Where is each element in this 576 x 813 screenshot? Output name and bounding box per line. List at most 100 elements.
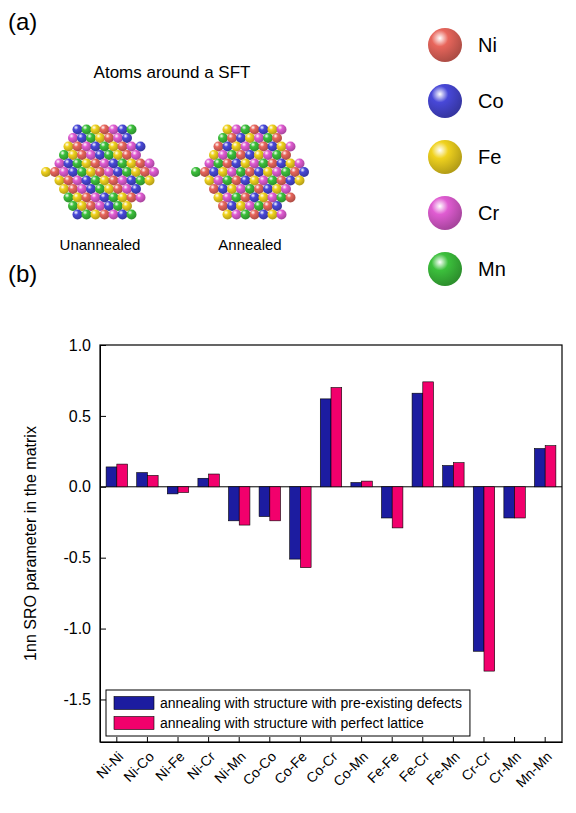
atom xyxy=(77,150,87,160)
atom xyxy=(104,133,114,143)
atom xyxy=(73,176,83,186)
atom xyxy=(86,150,96,160)
atom xyxy=(109,193,119,203)
atom xyxy=(118,176,128,186)
x-tick-label: Ni-Fe xyxy=(152,748,188,784)
x-tick-mark xyxy=(239,737,240,742)
atom xyxy=(250,159,260,169)
atom xyxy=(232,125,242,135)
atom xyxy=(295,159,305,169)
atom xyxy=(136,159,146,169)
atom xyxy=(272,184,282,194)
atom xyxy=(268,125,278,135)
atom xyxy=(286,176,296,186)
atom xyxy=(118,193,128,203)
bar xyxy=(392,487,403,528)
element-swatch xyxy=(428,196,462,230)
bar xyxy=(515,487,526,518)
atom xyxy=(122,150,132,160)
element-label: Mn xyxy=(478,258,506,280)
atom xyxy=(241,159,251,169)
atom xyxy=(82,176,92,186)
atom xyxy=(109,159,119,169)
bar xyxy=(300,487,311,568)
atom xyxy=(245,167,255,177)
bar xyxy=(504,487,515,518)
atom xyxy=(59,150,69,160)
atom xyxy=(64,159,74,169)
x-tick-mark xyxy=(178,737,179,742)
atom xyxy=(245,184,255,194)
atom xyxy=(245,150,255,160)
element-swatch xyxy=(428,252,462,286)
y-tick-label: -1.5 xyxy=(63,691,91,708)
panel-title: Atoms around a SFT xyxy=(94,63,251,82)
x-tick-mark xyxy=(116,737,117,742)
atom xyxy=(118,142,128,152)
atom xyxy=(136,142,146,152)
atom xyxy=(236,150,246,160)
atom xyxy=(91,159,101,169)
bars xyxy=(106,382,556,671)
panel-label: (a) xyxy=(8,8,37,35)
legend-swatch xyxy=(114,717,154,730)
element-swatch xyxy=(428,28,462,62)
legend-label: annealing with structure with perfect la… xyxy=(160,715,424,731)
atom xyxy=(277,159,287,169)
atom xyxy=(290,167,300,177)
bar xyxy=(351,483,362,487)
atom xyxy=(136,193,146,203)
atom xyxy=(100,176,110,186)
atom xyxy=(122,201,132,211)
atom xyxy=(205,159,215,169)
atom xyxy=(55,176,65,186)
atom xyxy=(218,150,228,160)
atom xyxy=(236,184,246,194)
atom xyxy=(205,176,215,186)
atom xyxy=(263,133,273,143)
atom xyxy=(250,193,260,203)
bar xyxy=(270,487,281,521)
atom xyxy=(277,142,287,152)
atom xyxy=(232,210,242,220)
atom xyxy=(250,125,260,135)
atom xyxy=(91,193,101,203)
y-tick-mark xyxy=(100,699,106,700)
atom xyxy=(263,167,273,177)
x-tick: Mn-Mn xyxy=(513,737,555,790)
bar xyxy=(423,382,434,487)
bar xyxy=(290,487,301,559)
y-axis-title: 1nn SRO parameter in the matrix xyxy=(22,426,39,661)
y-tick-mark xyxy=(100,416,106,417)
element-swatch xyxy=(428,84,462,118)
atom xyxy=(241,193,251,203)
element-label: Ni xyxy=(478,34,497,56)
atom xyxy=(100,159,110,169)
bar xyxy=(117,464,128,487)
atom xyxy=(73,193,83,203)
x-tick-mark xyxy=(208,737,209,742)
atom xyxy=(218,167,228,177)
bar xyxy=(443,466,454,487)
atom xyxy=(122,167,132,177)
atom xyxy=(281,184,291,194)
plot-frame xyxy=(100,345,562,742)
bar xyxy=(331,388,342,487)
atom xyxy=(277,193,287,203)
atom xyxy=(68,167,78,177)
atom xyxy=(91,210,101,220)
structure-label: Annealed xyxy=(218,236,281,253)
bar xyxy=(412,393,423,487)
bar xyxy=(178,487,189,493)
atom xyxy=(118,125,128,135)
atom xyxy=(268,142,278,152)
atom xyxy=(136,176,146,186)
atom xyxy=(241,125,251,135)
x-tick-mark xyxy=(453,737,454,742)
atom xyxy=(254,150,264,160)
atom xyxy=(281,150,291,160)
atom xyxy=(127,176,137,186)
atom xyxy=(227,167,237,177)
atom xyxy=(259,159,269,169)
atom xyxy=(254,184,264,194)
